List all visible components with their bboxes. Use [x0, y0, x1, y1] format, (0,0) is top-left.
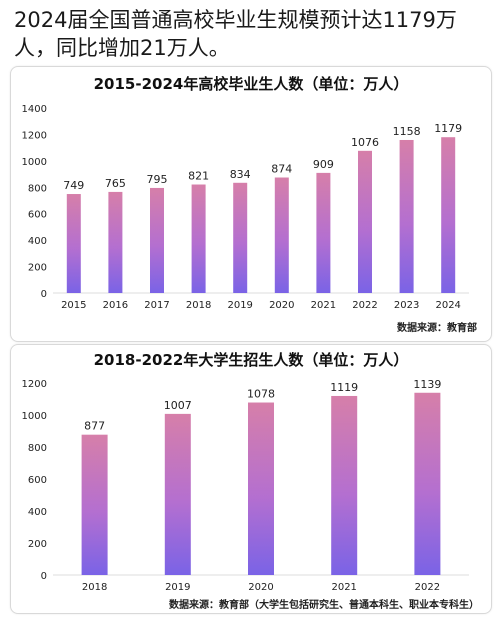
bar — [66, 194, 81, 293]
bar-value-label: 1078 — [247, 388, 275, 401]
bar-value-label: 834 — [230, 168, 251, 181]
bar — [399, 139, 414, 293]
bar-value-label: 1158 — [393, 125, 421, 138]
y-tick-label: 400 — [28, 507, 47, 518]
y-tick-label: 200 — [28, 263, 47, 274]
y-tick-label: 600 — [28, 210, 47, 221]
bar-value-label: 877 — [84, 420, 105, 433]
data-source-graduates: 数据来源：教育部 — [397, 323, 477, 334]
data-source-enrollment: 数据来源：教育部（大学生包括研究生、普通本科生、职业本专科生） — [169, 600, 479, 611]
y-tick-label: 1200 — [22, 130, 47, 141]
bar — [331, 395, 358, 575]
x-tick-label: 2021 — [311, 300, 336, 311]
bar — [358, 150, 372, 293]
x-tick-label: 2020 — [248, 582, 273, 593]
y-tick-label: 200 — [28, 539, 47, 550]
bar — [414, 392, 441, 575]
x-tick-label: 2021 — [331, 582, 356, 593]
x-tick-label: 2024 — [435, 300, 460, 311]
x-tick-label: 2018 — [186, 300, 211, 311]
x-tick-label: 2017 — [144, 300, 169, 311]
x-tick-label: 2022 — [352, 300, 377, 311]
bar-value-label: 1179 — [434, 122, 462, 135]
y-tick-label: 800 — [28, 183, 47, 194]
chart-title-enrollment: 2018-2022年大学生招生人数（单位：万人） — [93, 351, 409, 369]
bar — [164, 413, 191, 575]
bar — [108, 191, 123, 293]
bar-chart-graduates: 0 200 400 600 800 1000 1200 1400 749 2015 765 2016 7… — [22, 104, 469, 311]
y-tick-label: 1000 — [22, 411, 47, 422]
bar — [81, 434, 108, 575]
chart-panel-enrollment: 2018-2022年大学生招生人数（单位：万人） 0 200 400 600 800 10… — [10, 344, 492, 614]
bar — [274, 177, 289, 293]
chart-title-graduates: 2015-2024年高校毕业生人数（单位：万人） — [93, 75, 409, 93]
bar — [441, 137, 456, 293]
y-tick-label: 1200 — [22, 379, 47, 390]
bar-value-label: 1119 — [330, 381, 358, 394]
bar — [248, 402, 274, 575]
headline: 2024届全国普通高校毕业生规模预计达1179万人，同比增加21万人。 — [14, 8, 457, 60]
bar-value-label: 909 — [313, 158, 334, 171]
bar-value-label: 795 — [147, 173, 168, 186]
y-tick-label: 600 — [28, 475, 47, 486]
x-tick-label: 2022 — [415, 582, 440, 593]
bar-value-label: 1139 — [413, 378, 441, 391]
bar — [150, 187, 164, 293]
x-tick-label: 2019 — [227, 300, 252, 311]
x-tick-label: 2023 — [394, 300, 419, 311]
bar-value-label: 874 — [271, 163, 292, 176]
chart-panel-graduates: 2015-2024年高校毕业生人数（单位：万人） 0 200 400 600 800 10… — [10, 66, 492, 342]
bar-chart-enrollment: 0 200 400 600 800 1000 1200 877 2018 1007 2019 1078… — [22, 378, 469, 593]
y-tick-label: 400 — [28, 236, 47, 247]
bar — [233, 182, 248, 293]
y-tick-label: 1000 — [22, 157, 47, 168]
x-tick-label: 2020 — [269, 300, 294, 311]
x-tick-label: 2018 — [82, 582, 107, 593]
x-tick-label: 2019 — [165, 582, 190, 593]
bar — [191, 184, 206, 293]
y-tick-label: 800 — [28, 443, 47, 454]
bar-value-label: 765 — [105, 177, 126, 190]
bar-value-label: 749 — [63, 179, 84, 192]
bar-value-label: 821 — [188, 170, 209, 183]
bar-value-label: 1076 — [351, 136, 379, 149]
x-tick-label: 2016 — [103, 300, 128, 311]
x-tick-label: 2015 — [61, 300, 86, 311]
y-tick-label: 0 — [41, 289, 47, 300]
bar — [316, 172, 331, 293]
bar-value-label: 1007 — [164, 399, 192, 412]
y-tick-label: 1400 — [22, 104, 47, 115]
y-tick-label: 0 — [41, 571, 47, 582]
